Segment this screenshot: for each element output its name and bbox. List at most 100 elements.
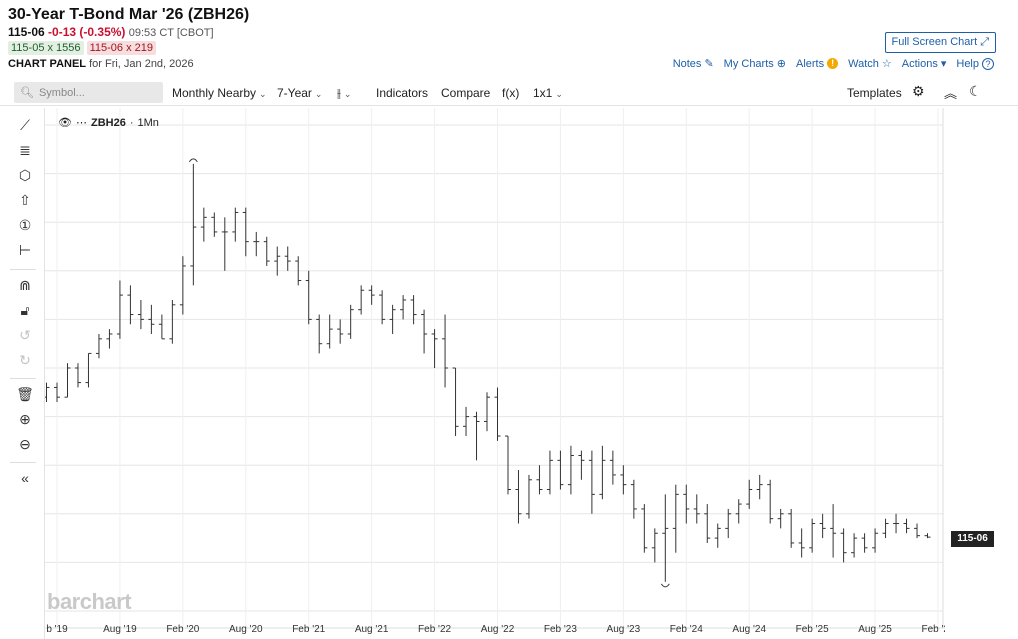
actions-menu[interactable]: Actions ▾ [902,57,947,71]
ohlc-bar[interactable] [525,474,532,519]
ohlc-bar[interactable] [326,314,333,349]
ohlc-bar[interactable] [106,329,113,349]
range-dropdown[interactable]: 7-Year ⌄ [277,86,322,100]
ohlc-bar[interactable] [609,450,616,485]
ohlc-bar[interactable] [127,285,134,325]
ohlc-bar[interactable] [484,392,491,432]
ohlc-bar[interactable] [735,499,742,524]
watch-link[interactable]: Watch ☆ [848,57,892,71]
ohlc-bar[interactable] [788,508,795,548]
shape-tool-icon[interactable]: ⬡ [18,167,32,183]
ohlc-bar[interactable] [830,504,837,558]
zoom-out-icon[interactable]: ⊖ [19,436,31,452]
symbol-search-input[interactable]: 🔍︎ Symbol... [14,82,163,103]
ohlc-bar[interactable] [400,295,407,320]
templates-button[interactable]: Templates [847,86,902,100]
ohlc-bar[interactable] [840,528,847,563]
ohlc-bar[interactable] [421,309,428,354]
ohlc-bar[interactable] [368,285,375,305]
arrow-tool-icon[interactable]: ⇧ [19,192,31,208]
ohlc-bar[interactable] [305,270,312,325]
ohlc-bar[interactable] [599,445,606,500]
eye-icon[interactable]: 👁︎ [58,117,72,129]
alerts-link[interactable]: Alerts! [796,58,839,70]
annotation-tool-icon[interactable]: ① [18,217,32,233]
ohlc-bar[interactable] [504,435,511,495]
ohlc-bar[interactable] [85,352,92,388]
ohlc-bar[interactable] [536,465,543,495]
trendline-tool-icon[interactable]: ⟋ [20,117,30,133]
ohlc-bar[interactable] [746,479,753,509]
ohlc-bar[interactable] [410,295,417,325]
ohlc-bar[interactable] [211,212,218,237]
ohlc-bar[interactable] [714,523,721,548]
notes-link[interactable]: Notes ✎ [673,57,714,71]
bar-type-dropdown[interactable]: ⫲ ⌄ [337,86,351,101]
ohlc-bar[interactable] [169,299,176,344]
ohlc-bar[interactable] [861,533,868,553]
ohlc-bar[interactable] [221,217,228,271]
fx-button[interactable]: f(x) [502,86,520,100]
ohlc-bar[interactable] [473,411,480,461]
ohlc-bar[interactable] [116,280,123,339]
redo-icon[interactable]: ↻ [19,352,31,368]
ohlc-bar[interactable] [158,314,165,340]
ohlc-bar[interactable] [672,484,679,553]
ohlc-bar[interactable] [798,528,805,558]
ohlc-bar[interactable] [95,333,102,359]
ohlc-bar[interactable] [358,285,365,315]
ohlc-bar[interactable] [347,304,354,339]
ohlc-bar[interactable] [662,494,669,582]
ohlc-bar[interactable] [45,382,50,403]
ohlc-bar[interactable] [389,304,396,334]
measure-tool-icon[interactable]: ⊢ [18,242,32,258]
ohlc-bar[interactable] [337,319,344,344]
ohlc-bar[interactable] [431,329,438,368]
ohlc-bar[interactable] [725,508,732,539]
ohlc-bar[interactable] [316,314,323,354]
undo-icon[interactable]: ↺ [19,327,31,343]
ohlc-bar[interactable] [620,465,627,495]
unlock-icon[interactable]: 🔓︎ [20,302,30,318]
ohlc-bar[interactable] [851,533,858,558]
ohlc-bar[interactable] [903,518,910,534]
ohlc-bar[interactable] [295,256,302,286]
compare-button[interactable]: Compare [441,86,491,100]
ohlc-bar[interactable] [704,504,711,543]
help-link[interactable]: Help? [956,57,994,70]
ohlc-bar[interactable] [200,207,207,242]
ohlc-bar[interactable] [64,363,71,398]
ohlc-bar[interactable] [54,382,60,403]
ohlc-bar[interactable] [274,246,281,276]
dark-mode-moon-icon[interactable]: ☾ [969,83,982,99]
ohlc-bar[interactable] [882,518,889,539]
ohlc-bar[interactable] [494,387,501,441]
ohlc-bar[interactable] [914,523,921,539]
collapse-up-icon[interactable]: ︽ [944,86,958,101]
ohlc-bar[interactable] [242,207,249,257]
period-dropdown[interactable]: Monthly Nearby ⌄ [172,86,267,100]
ohlc-bar[interactable] [284,246,291,271]
collapse-left-icon[interactable]: « [21,470,29,486]
ohlc-bar[interactable] [546,450,553,495]
ohlc-bar[interactable] [463,406,470,437]
ohlc-bar[interactable] [588,450,595,514]
ohlc-bar[interactable] [179,256,186,315]
zoom-in-icon[interactable]: ⊕ [19,411,31,427]
ohlc-bar[interactable] [253,231,260,257]
indicators-button[interactable]: Indicators [376,86,429,100]
ohlc-bar[interactable] [442,314,449,388]
ohlc-bar[interactable] [137,299,144,330]
ohlc-bar[interactable] [578,450,585,480]
ohlc-bar[interactable] [693,494,700,524]
settings-gear-icon[interactable]: ⚙ [912,83,925,99]
ohlc-bar[interactable] [630,479,637,519]
ohlc-bar[interactable] [232,207,239,242]
fib-tool-icon[interactable]: ≣ [19,142,31,158]
ohlc-bar[interactable] [557,450,564,490]
ohlc-bar[interactable] [515,470,522,524]
full-screen-chart-button[interactable]: Full Screen Chart ⤢ [884,32,996,53]
my-charts-link[interactable]: My Charts ⊕ [724,57,786,71]
ohlc-bar[interactable] [893,513,900,534]
ohlc-bar[interactable] [872,528,879,553]
